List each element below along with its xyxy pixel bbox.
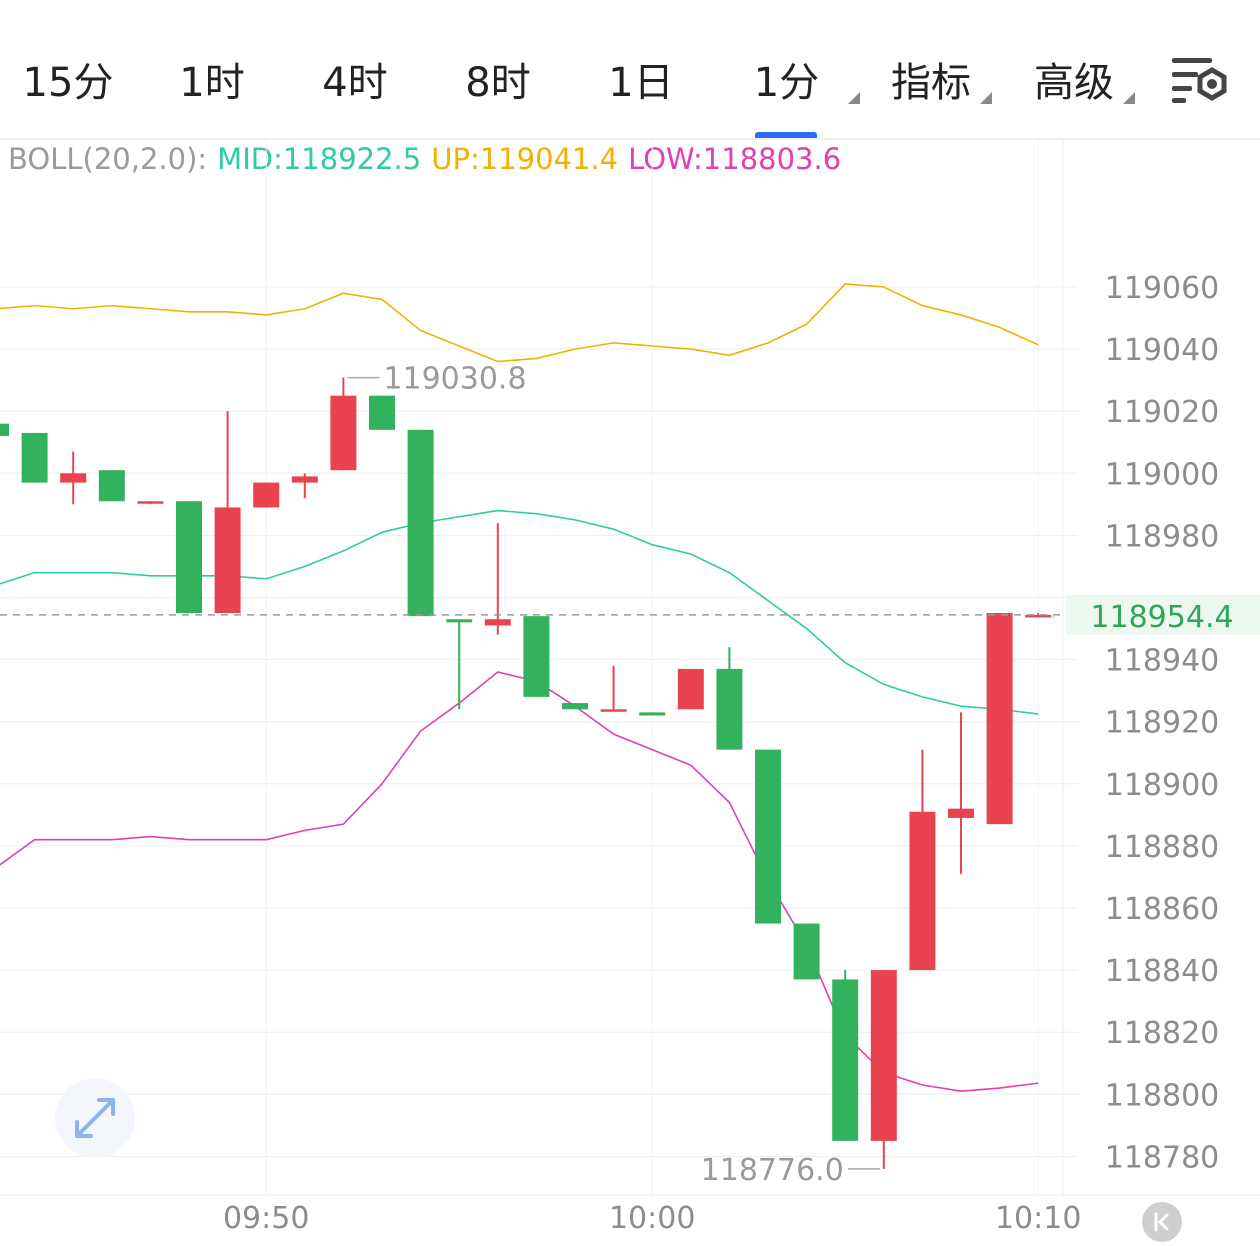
candle-body xyxy=(948,808,974,818)
candle-body xyxy=(986,613,1013,825)
boll-legend: BOLL(20,2.0): MID:118922.5 UP:119041.4 LOW:… xyxy=(8,142,851,182)
candle-body xyxy=(60,473,87,483)
expand-icon xyxy=(75,1098,115,1138)
boll-mid-line xyxy=(0,509,1039,715)
expand-chart-button[interactable] xyxy=(55,1078,135,1158)
period-tab-bar: 15分 1时 4时 8时 1日 1分 指标 高级 xyxy=(0,0,1260,138)
candle-body xyxy=(214,507,241,614)
price-tick-label: 118840 xyxy=(1105,954,1220,989)
tab-label: 8时 xyxy=(465,60,531,106)
price-tick-label: 119060 xyxy=(1105,271,1220,306)
tab-1day[interactable]: 1日 xyxy=(591,20,691,138)
legend-indicator-name: BOLL(20,2.0): xyxy=(8,142,208,176)
candle-body xyxy=(253,482,280,508)
min-price-label: 118776.0 xyxy=(701,1153,844,1188)
time-tick-label: 10:10 xyxy=(995,1201,1081,1236)
tab-divider xyxy=(0,138,1260,140)
candle-body xyxy=(446,619,473,623)
candle-body xyxy=(98,470,125,502)
price-tick-label: 118880 xyxy=(1105,830,1220,865)
max-price-label: 119030.8 xyxy=(383,362,526,397)
current-price-tag xyxy=(1066,594,1260,635)
tab-label: 指标 xyxy=(891,60,971,106)
chart-settings-button[interactable] xyxy=(1168,52,1232,112)
candle-body xyxy=(870,970,897,1141)
price-tick-label: 118780 xyxy=(1105,1140,1220,1175)
time-tick-label: 10:00 xyxy=(609,1201,695,1236)
current-price-label: 118954.4 xyxy=(1090,600,1233,635)
time-tick-label: 09:50 xyxy=(223,1201,309,1236)
tab-8hour[interactable]: 8时 xyxy=(448,20,548,138)
candle-body xyxy=(330,395,357,471)
candle-body xyxy=(639,712,666,716)
price-tick-label: 118900 xyxy=(1105,768,1220,803)
legend-mid-value: MID:118922.5 xyxy=(217,142,422,176)
candle-body xyxy=(484,619,511,626)
price-tick-label: 119020 xyxy=(1105,395,1220,430)
price-tick-label: 118860 xyxy=(1105,892,1220,927)
candle-body xyxy=(0,423,9,437)
candle-body xyxy=(716,668,743,750)
dropdown-caret-icon xyxy=(1123,92,1135,104)
price-tick-label: 118920 xyxy=(1105,706,1220,741)
boll-low-line xyxy=(0,671,1039,1093)
candle-body xyxy=(369,395,395,430)
legend-low-value: LOW:118803.6 xyxy=(628,142,842,176)
price-tick-label: 118980 xyxy=(1105,519,1220,554)
candle-body xyxy=(600,709,627,712)
price-tick-label: 118820 xyxy=(1105,1016,1220,1051)
candle-body xyxy=(137,501,164,504)
active-tab-indicator xyxy=(755,132,817,138)
tab-label: 1日 xyxy=(608,60,674,106)
tab-label: 1分 xyxy=(753,60,820,106)
candle-body xyxy=(909,811,936,971)
candle-body xyxy=(832,979,859,1141)
candle-body xyxy=(176,501,202,614)
candle-body xyxy=(407,429,434,617)
tab-label: 1时 xyxy=(179,60,245,106)
scroll-to-latest-button[interactable] xyxy=(1142,1202,1182,1242)
scroll-to-latest-icon xyxy=(1154,1212,1169,1232)
boll-up-line xyxy=(0,283,1039,363)
price-tick-label: 119040 xyxy=(1105,333,1220,368)
price-tick-label: 118940 xyxy=(1105,644,1220,679)
candle-body xyxy=(291,476,318,483)
price-tick-label: 118800 xyxy=(1105,1078,1220,1113)
candle-body xyxy=(793,923,820,980)
tab-label: 高级 xyxy=(1034,60,1114,106)
tab-label: 15分 xyxy=(22,60,114,106)
candle-body xyxy=(677,668,704,710)
dropdown-caret-icon xyxy=(848,92,860,104)
price-tick-label: 119000 xyxy=(1105,457,1220,492)
tab-1hour[interactable]: 1时 xyxy=(162,20,262,138)
tab-advanced[interactable]: 高级 xyxy=(1015,20,1135,138)
tab-label: 4时 xyxy=(322,60,388,106)
tab-1min[interactable]: 1分 xyxy=(715,20,860,138)
candle-body xyxy=(562,703,588,710)
tab-indicators[interactable]: 指标 xyxy=(872,20,992,138)
candle-body xyxy=(755,749,781,924)
dropdown-caret-icon xyxy=(980,92,992,104)
tab-4hour[interactable]: 4时 xyxy=(305,20,405,138)
tab-15min[interactable]: 15分 xyxy=(18,20,118,138)
legend-up-value: UP:119041.4 xyxy=(431,142,619,176)
candle-body xyxy=(21,432,48,483)
chart-settings-icon xyxy=(1172,58,1227,103)
candle-body xyxy=(1025,614,1052,618)
candle-body xyxy=(523,616,550,697)
